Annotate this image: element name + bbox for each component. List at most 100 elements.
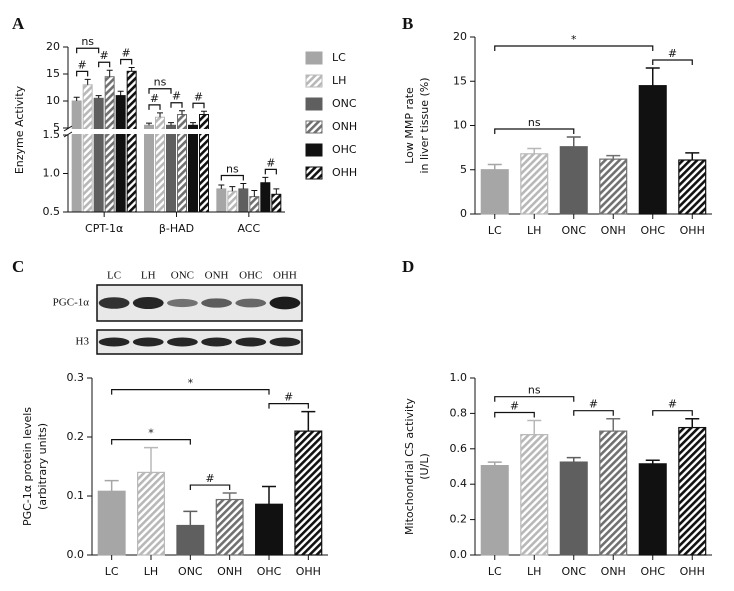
bar [93,97,104,213]
significance-label: * [188,377,194,390]
significance-bracket [573,410,614,416]
y-axis-label: Enzyme Activity [13,85,26,174]
blot-frame [96,284,303,322]
y-tick-label: 20 [453,30,467,43]
axes [474,37,712,215]
significance-bracket [494,128,575,135]
significance-label: ns [81,35,94,48]
x-tick-label: OHC [640,224,665,237]
bar [260,182,271,213]
break-mark [63,125,73,138]
blot-band [201,298,232,308]
significance-bracket [652,410,693,416]
error-bar [487,461,502,466]
panel-label: A [12,14,25,33]
x-tick-label: β-HAD [159,222,194,235]
panel-label: B [402,14,413,33]
error-bar [95,95,102,99]
y-axis [67,47,285,213]
x-tick-label: LC [488,565,502,578]
blot-band [132,296,164,310]
significance-label: ns [528,116,541,129]
x-tick-label: ONH [601,224,626,237]
error-bar [146,122,152,126]
significance-label: # [122,47,131,60]
significance-label: * [571,33,577,46]
error-bar [117,90,124,96]
blot-band [269,337,301,347]
y-tick-label: 0.2 [450,513,468,526]
significance-bracket [189,484,231,491]
y-tick-label: 1.0 [450,371,468,384]
error-bar [240,183,247,189]
error-bar [685,417,700,428]
significance-label: # [78,58,87,71]
error-bar [183,510,198,526]
y-axis-label: (U/L) [418,453,431,479]
error-bar [606,154,621,160]
legend-swatch [305,97,323,111]
legend-swatch [305,74,323,88]
x-tick-label: ONH [601,565,626,578]
legend-swatch [305,51,323,65]
blot-lane-label: LC [107,270,121,282]
y-tick-label: 1.0 [43,167,61,180]
bar [559,461,588,556]
y-tick-label: 10 [46,94,60,107]
panel-label: C [12,257,24,276]
legend-label: ONC [332,97,357,110]
significance-bracket [652,59,693,65]
bar [271,193,282,213]
blot-band [235,298,267,308]
y-tick-label: 1.5 [43,128,61,141]
y-tick-label: 0.1 [67,489,85,502]
panel-label: D [402,257,414,276]
blot-row-label: H3 [76,336,90,348]
significance-label: # [205,472,214,485]
error-bar [273,188,280,195]
y-tick-label: 5 [53,121,60,134]
significance-label: # [172,90,181,103]
error-bar [566,456,581,463]
significance-bracket [120,58,133,65]
y-tick-label: 0.2 [67,430,85,443]
x-tick-label: OHH [296,565,321,578]
x-tick-label: ONC [561,224,586,237]
y-tick-label: 0 [460,207,467,220]
legend-label: OHC [332,143,357,156]
x-tick-label: ACC [237,222,260,235]
error-bar [685,152,700,161]
y-axis-label: Mitochondrial CS activity [403,398,416,535]
y-axis-label: (arbitrary units) [36,423,49,510]
bar [215,498,244,556]
y-axis-label: Low MMP rate [403,87,416,164]
y-tick-label: 5 [460,163,467,176]
error-bar [128,67,135,72]
y-axis-label: in liver tissue (%) [418,77,431,173]
significance-bracket [494,411,535,418]
significance-label: ns [528,384,541,397]
significance-bracket [76,70,89,77]
significance-bracket [494,45,654,51]
blot-band [98,337,130,347]
bar [144,124,154,213]
x-tick-label: CPT-1α [85,222,123,235]
error-bar [645,67,660,86]
bar [480,465,509,556]
error-bar [190,122,196,126]
bar [166,124,176,213]
significance-bracket [220,174,244,181]
significance-bracket [170,102,183,108]
y-tick-label: 0.6 [450,442,468,455]
significance-label: # [150,92,159,105]
significance-label: # [668,398,677,411]
error-bar [157,112,163,118]
error-bar [251,189,258,197]
x-tick-label: ONC [178,565,203,578]
blot-band [167,337,198,347]
error-bar [566,136,581,147]
bar [238,188,249,213]
x-tick-label: OHH [680,224,705,237]
bar [216,188,227,213]
